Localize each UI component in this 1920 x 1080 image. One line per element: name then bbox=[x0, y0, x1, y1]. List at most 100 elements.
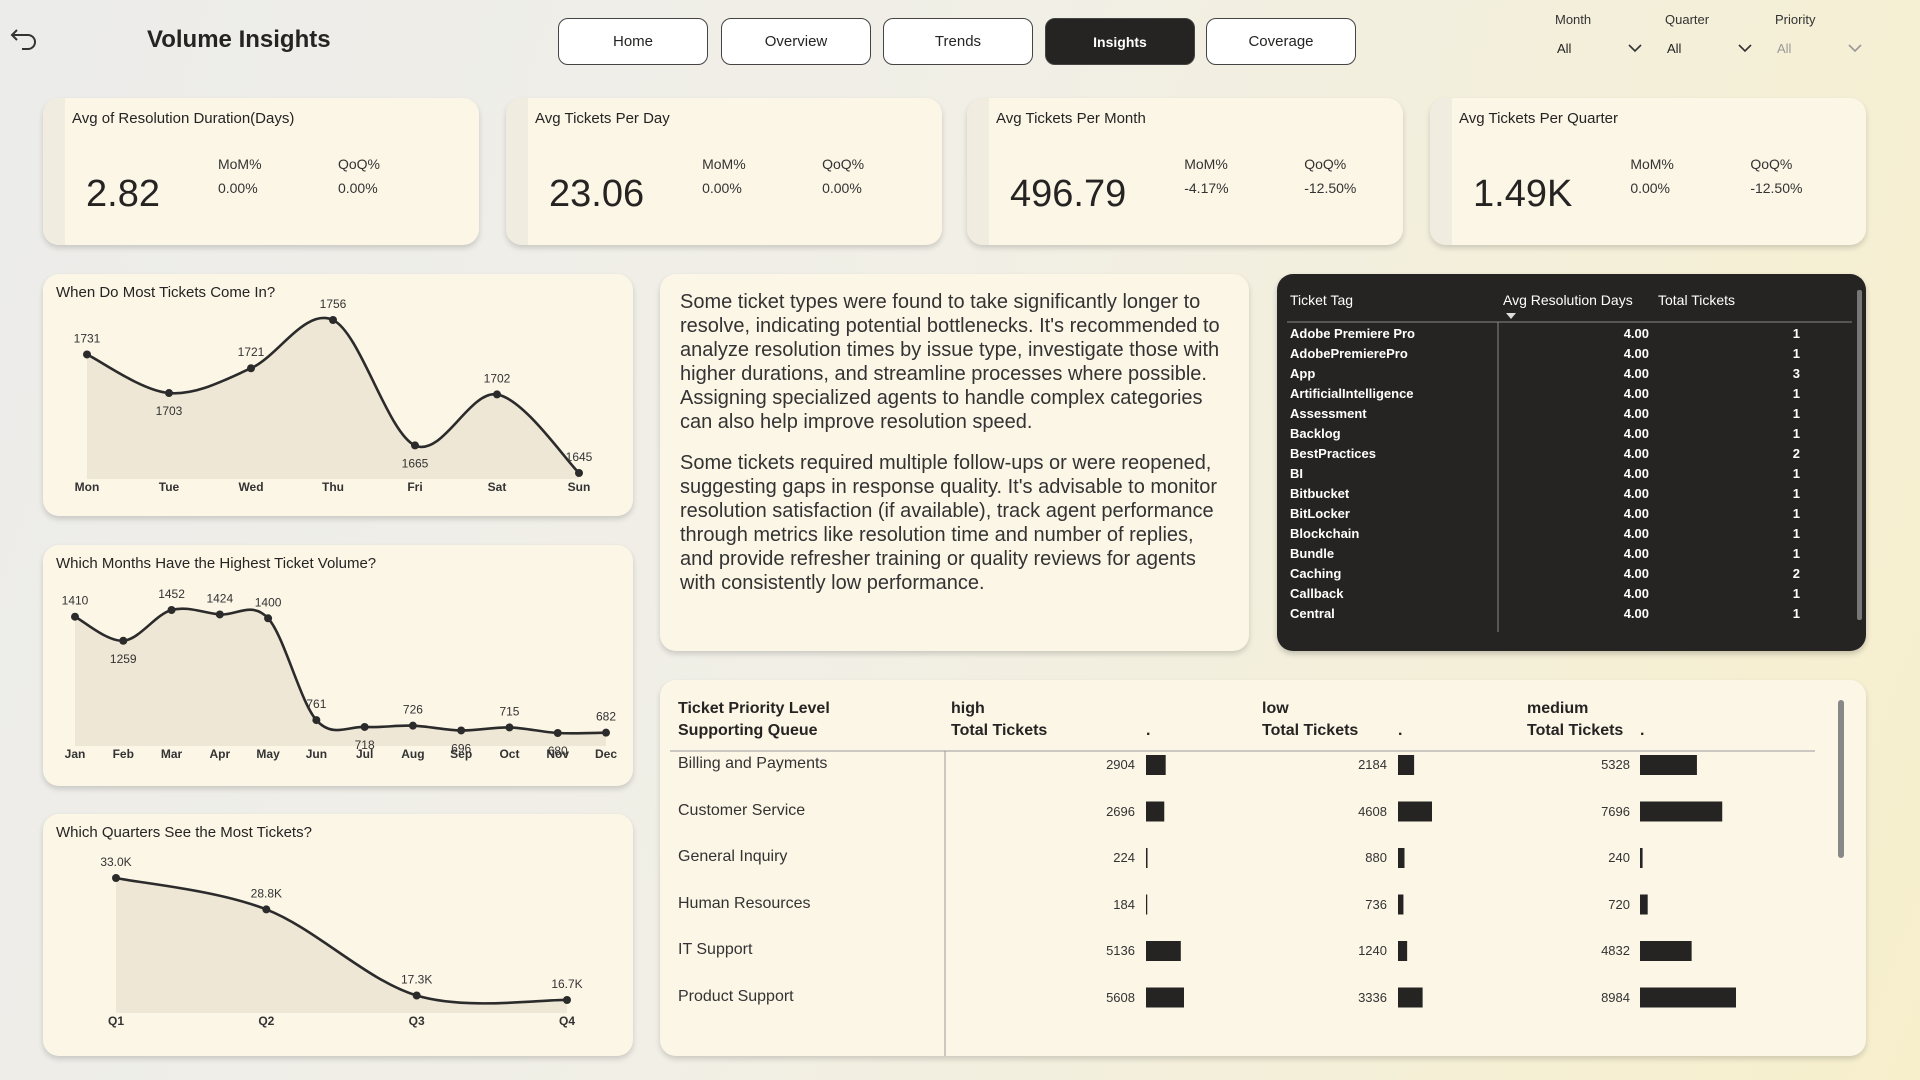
kpi-card: Avg Tickets Per Day 23.06 MoM% 0.00% QoQ% 0.0… bbox=[506, 98, 942, 245]
nav-button[interactable]: Insights bbox=[1045, 18, 1195, 65]
filter-value: All bbox=[1777, 41, 1792, 56]
kpi-metric: QoQ% -12.50% bbox=[1304, 156, 1403, 216]
kpi-value: 1.49K bbox=[1473, 173, 1573, 215]
metric-value: 0.00% bbox=[1630, 180, 1671, 196]
point bbox=[262, 905, 271, 914]
total-tickets: 1 bbox=[1792, 386, 1800, 401]
kpi-value: 23.06 bbox=[549, 173, 645, 215]
nav-button[interactable]: Coverage bbox=[1206, 18, 1356, 65]
metric-value: 0.00% bbox=[217, 180, 258, 196]
total-tickets: 1 bbox=[1792, 606, 1800, 621]
scrollbar bbox=[1857, 290, 1862, 620]
data-label: 1756 bbox=[320, 297, 347, 311]
sort-indicator bbox=[1506, 313, 1516, 319]
bar-header: . bbox=[1398, 722, 1403, 739]
total-tickets: 1 bbox=[1792, 526, 1800, 541]
data-bar bbox=[1640, 941, 1692, 961]
tag-name: Bitbucket bbox=[1290, 486, 1350, 501]
point bbox=[83, 350, 91, 359]
kpi-row: 2.82 MoM% 0.00% QoQ% 0.00% bbox=[86, 156, 458, 216]
kpi-stripe bbox=[1430, 98, 1452, 245]
data-label: 726 bbox=[403, 703, 423, 717]
kpi-metric: MoM% 0.00% bbox=[702, 156, 822, 216]
queue-name[interactable]: Human Resources bbox=[678, 894, 811, 912]
point bbox=[575, 469, 583, 477]
x-tick-label: Tue bbox=[159, 480, 180, 494]
point bbox=[360, 722, 369, 731]
point bbox=[167, 606, 176, 614]
ticket-count: 1240 bbox=[1358, 943, 1387, 958]
back-icon bbox=[10, 29, 36, 50]
tag-name: BestPractices bbox=[1290, 446, 1376, 461]
avg-days: 4.00 bbox=[1623, 606, 1649, 621]
column-header[interactable]: Avg Resolution Days bbox=[1503, 292, 1633, 308]
column-header[interactable]: Ticket Tag bbox=[1290, 292, 1354, 308]
x-tick-label: Jan bbox=[65, 747, 86, 761]
kpi-value: 2.82 bbox=[86, 173, 160, 215]
priority-table: Ticket Priority Level Supporting Queue hig… bbox=[660, 680, 1866, 1056]
data-label: 1702 bbox=[484, 371, 511, 385]
data-label: 33.0K bbox=[100, 855, 131, 869]
tag-name: Adobe Premiere Pro bbox=[1290, 326, 1415, 341]
kpi-card: Avg Tickets Per Month 496.79 MoM% -4.17% QoQ… bbox=[967, 98, 1403, 245]
kpi-card: Avg Tickets Per Quarter 1.49K MoM% 0.00% QoQ… bbox=[1430, 98, 1866, 245]
queue-name[interactable]: Product Support bbox=[678, 987, 794, 1005]
kpi-stripe bbox=[967, 98, 989, 245]
total-tickets: 1 bbox=[1792, 486, 1800, 501]
metric-value: 0.00% bbox=[702, 180, 742, 196]
data-bar bbox=[1398, 894, 1404, 915]
x-tick-label: Sep bbox=[450, 747, 472, 761]
point bbox=[165, 389, 173, 398]
data-bar bbox=[1146, 755, 1166, 775]
data-bar bbox=[1398, 941, 1408, 961]
kpi-stripe bbox=[43, 98, 65, 245]
metric-value: -4.17% bbox=[1184, 180, 1229, 196]
back-button[interactable] bbox=[8, 20, 42, 54]
filter-dropdown[interactable]: All bbox=[1557, 38, 1647, 60]
queue-name[interactable]: General Inquiry bbox=[678, 848, 788, 865]
filter-dropdown[interactable]: All bbox=[1777, 38, 1867, 60]
nav-button[interactable]: Home bbox=[558, 18, 708, 65]
avg-days: 4.00 bbox=[1623, 586, 1649, 601]
kpi-stripe bbox=[506, 98, 528, 245]
data-bar bbox=[1146, 987, 1184, 1008]
queue-name[interactable]: Customer Service bbox=[678, 801, 806, 819]
kpi-metric: MoM% 0.00% bbox=[218, 156, 338, 216]
avg-days: 4.00 bbox=[1623, 346, 1649, 361]
bar-header: . bbox=[1146, 722, 1151, 739]
metric-label: QoQ% bbox=[822, 156, 865, 172]
scrollbar bbox=[1838, 700, 1844, 858]
data-label: 1452 bbox=[158, 587, 185, 601]
total-tickets: 1 bbox=[1792, 506, 1800, 521]
filter-dropdown[interactable]: All bbox=[1667, 38, 1757, 60]
x-tick-label: Sun bbox=[568, 480, 591, 494]
avg-days: 4.00 bbox=[1623, 506, 1649, 521]
data-bar bbox=[1146, 941, 1181, 961]
metric-label: MoM% bbox=[1630, 156, 1674, 172]
ticket-count: 2696 bbox=[1106, 803, 1135, 819]
chart-title: Which Months Have the Highest Ticket Vol… bbox=[56, 555, 377, 572]
filter-value: All bbox=[1667, 41, 1682, 56]
data-bar bbox=[1146, 848, 1148, 868]
x-tick-label: Fri bbox=[407, 480, 422, 494]
queue-name[interactable]: Billing and Payments bbox=[678, 755, 828, 772]
total-tickets: 1 bbox=[1792, 546, 1800, 561]
data-label: 1424 bbox=[206, 591, 233, 605]
tag-name: App bbox=[1290, 366, 1316, 381]
kpi-metric: QoQ% 0.00% bbox=[338, 156, 458, 216]
nav-button[interactable]: Trends bbox=[883, 18, 1033, 65]
x-tick-label: Jul bbox=[356, 747, 373, 761]
point bbox=[329, 316, 337, 324]
kpi-metric: QoQ% 0.00% bbox=[822, 156, 942, 216]
point bbox=[264, 614, 273, 623]
tag-name: BitLocker bbox=[1290, 506, 1350, 521]
column-header[interactable]: Total Tickets bbox=[1658, 292, 1736, 308]
nav-button[interactable]: Overview bbox=[721, 18, 871, 65]
kpi-title: Avg of Resolution Duration(Days) bbox=[72, 110, 295, 127]
group-header: low bbox=[1262, 700, 1289, 717]
data-bar bbox=[1398, 987, 1423, 1008]
metric-value: 0.00% bbox=[822, 180, 862, 196]
queue-name[interactable]: IT Support bbox=[678, 941, 753, 958]
chevron bbox=[1628, 44, 1642, 53]
